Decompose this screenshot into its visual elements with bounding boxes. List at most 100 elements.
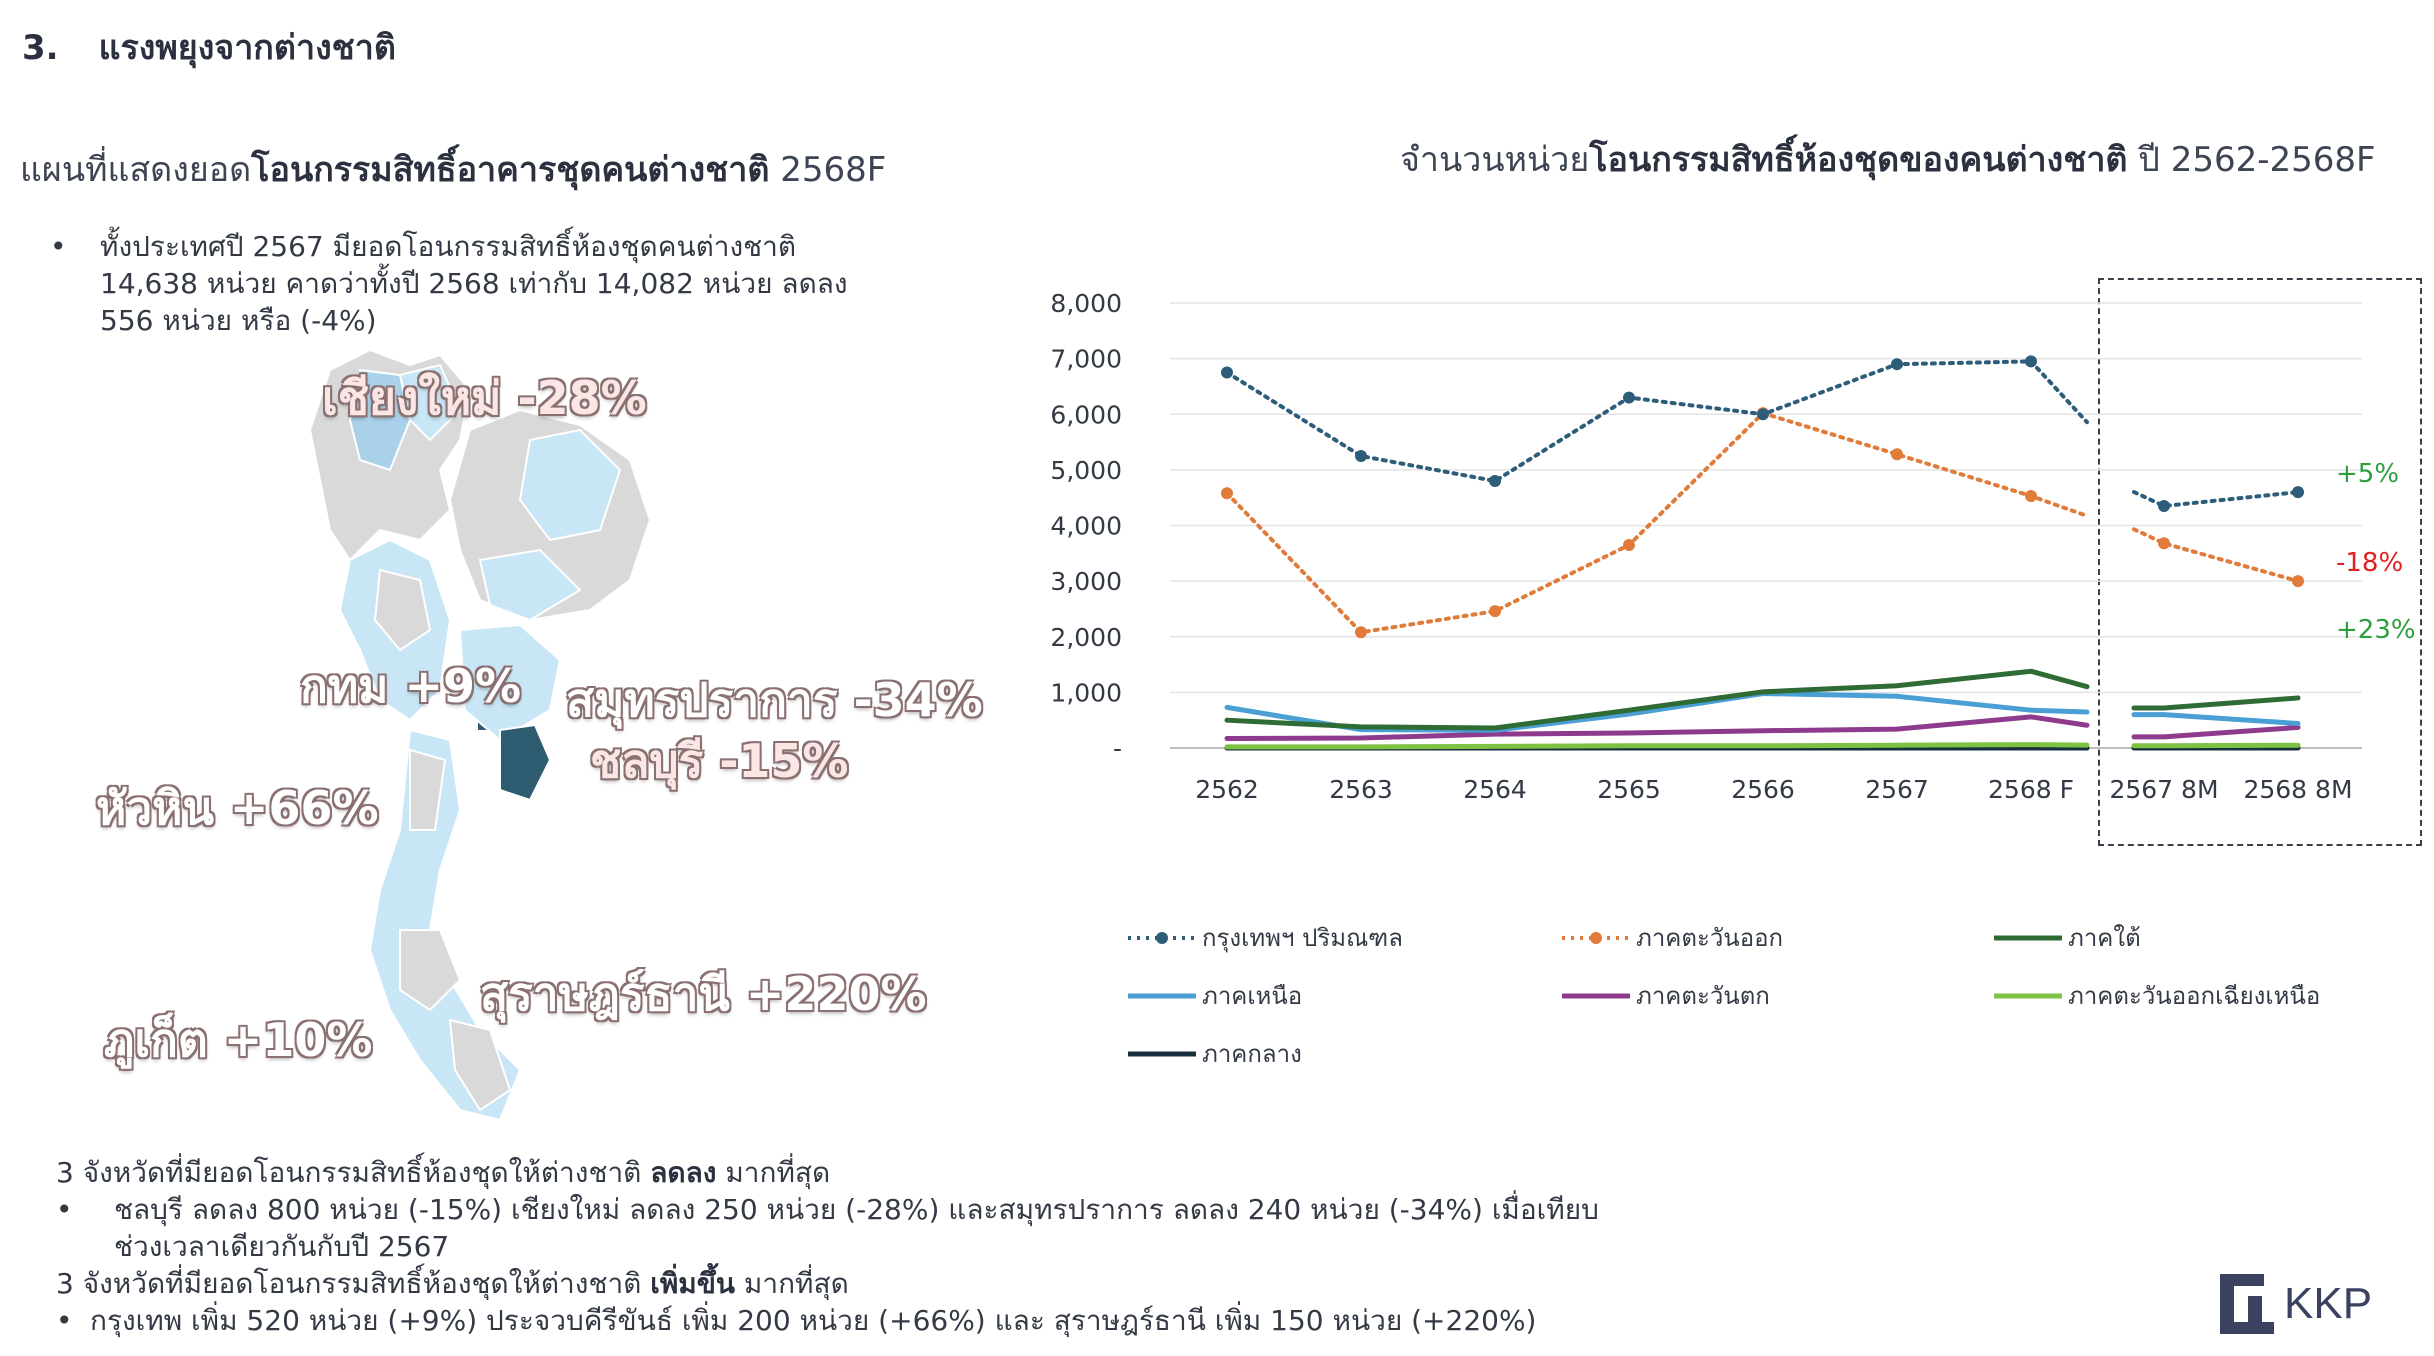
legend-swatch [1994, 935, 2062, 940]
summary-bullet: • ทั้งประเทศปี 2567 มียอดโอนกรรมสิทธิ์ห้… [50, 228, 950, 339]
section-number: 3. [22, 28, 59, 68]
legend-item: ภาคตะวันออก [1560, 918, 1783, 957]
x-tick-label: 2563 [1329, 775, 1393, 804]
series-line-inset [2132, 490, 2300, 509]
change-annotation: -18% [2336, 548, 2403, 578]
data-point [1891, 358, 1903, 371]
map-north-region [308, 348, 472, 562]
legend-swatch [1128, 993, 1196, 998]
data-point [2292, 575, 2304, 588]
data-point [1757, 408, 1769, 421]
change-annotation: +23% [2336, 615, 2416, 645]
series-line [1224, 714, 2090, 742]
series-line-inset [2131, 712, 2301, 727]
series-line [1225, 359, 2089, 484]
y-tick-label: - [1113, 734, 1122, 763]
legend-swatch [1128, 931, 1196, 944]
legend-label: ภาคกลาง [1202, 1040, 1302, 1068]
summary-line: 14,638 หน่วย คาดว่าทั้งปี 2568 เท่ากับ 1… [100, 267, 848, 300]
text-segment: 3 จังหวัดที่มียอดโอนกรรมสิทธิ์ห้องชุดให้… [56, 1267, 651, 1300]
y-tick-label: 3,000 [1050, 567, 1122, 596]
x-tick-label: 2565 [1597, 775, 1661, 804]
kkp-logo: KKP [2220, 1274, 2372, 1334]
legend-label: ภาคตะวันออก [1636, 924, 1784, 952]
legend-label: ภาคตะวันออกเฉียงเหนือ [2068, 982, 2321, 1010]
map-title-suffix: 2568F [769, 150, 887, 190]
text-segment: 3 จังหวัดที่มียอดโอนกรรมสิทธิ์ห้องชุดให้… [56, 1156, 651, 1189]
legend-label: กรุงเทพฯ ปริมณฑล [1202, 924, 1403, 952]
data-point [1355, 449, 1367, 462]
legend-item: ภาคใต้ [1992, 918, 2141, 957]
map-northeast-region [448, 408, 652, 622]
text-segment: ชลบุรี ลดลง 800 หน่วย (-15%) เชียงใหม่ ล… [114, 1193, 1599, 1226]
line-chart: 8,000 7,000 6,000 5,000 4,000 3,000 2,000 1,000… [1050, 289, 2416, 804]
text-bold-increase: เพิ่มขึ้น [650, 1267, 736, 1300]
x-tick-label: 2568 F [1988, 775, 2074, 804]
x-tick-label: 2564 [1463, 775, 1527, 804]
legend-item: ภาคกลาง [1126, 1034, 1302, 1073]
series-line [1225, 410, 2089, 635]
text-segment: ช่วงเวลาเดียวกันกับปี 2567 [114, 1230, 450, 1263]
label-bangkok: กทม +9% [300, 659, 522, 713]
x-tick-label: 2567 [1865, 775, 1929, 804]
bullet-mark: • [56, 1304, 73, 1337]
inset-highlight-box [2098, 278, 2422, 846]
label-samut-prakan: สมุทรปราการ -34% [566, 673, 983, 727]
label-chonburi: ชลบุรี -15% [590, 734, 849, 788]
legend-swatch [1994, 993, 2062, 998]
text-segment: มากที่สุด [716, 1156, 831, 1189]
x-tick-label: 2566 [1731, 775, 1795, 804]
legend-item: ภาคตะวันตก [1560, 976, 1770, 1015]
section-title: 3. แรงพยุงจากต่างชาติ [22, 20, 396, 74]
map-title-prefix: แผนที่แสดงยอด [20, 150, 252, 190]
data-point [1221, 366, 1233, 379]
bottom-increase-detail: • กรุงเทพ เพิ่ม 520 หน่วย (+9%) ประจวบคีร… [56, 1302, 1956, 1339]
data-point [1891, 448, 1903, 461]
bottom-decrease-detail-cont: ช่วงเวลาเดียวกันกับปี 2567 [56, 1228, 1956, 1265]
series-line-inset [2131, 742, 2301, 749]
map-title-bold: โอนกรรมสิทธิ์อาคารชุดคนต่างชาติ [251, 150, 770, 190]
summary-line: ทั้งประเทศปี 2567 มียอดโอนกรรมสิทธิ์ห้อง… [100, 230, 797, 263]
series-line-inset [2131, 724, 2301, 740]
data-point [1489, 475, 1501, 487]
map-south-region [368, 728, 522, 1122]
text-bold-decrease: ลดลง [650, 1156, 717, 1189]
legend-swatch [1128, 1051, 1196, 1056]
bottom-decrease-detail: • ชลบุรี ลดลง 800 หน่วย (-15%) เชียงใหม่ … [56, 1191, 1956, 1228]
label-chiang-mai: เชียงใหม่ -28% [322, 371, 647, 425]
label-hua-hin: หัวหิน +66% [96, 781, 379, 835]
data-point [2158, 500, 2170, 513]
map-east-region [458, 623, 562, 802]
label-surat-thani: สุราษฎร์ธานี +220% [480, 967, 927, 1021]
legend-item: ภาคเหนือ [1126, 976, 1302, 1015]
y-tick-label: 6,000 [1050, 400, 1122, 429]
legend-label: ภาคใต้ [2068, 924, 2141, 952]
data-point [2292, 486, 2304, 499]
legend-label: ภาคเหนือ [1202, 982, 1303, 1010]
map-title: แผนที่แสดงยอดโอนกรรมสิทธิ์อาคารชุดคนต่าง… [20, 142, 886, 196]
legend-swatch [1562, 931, 1630, 944]
y-tick-label: 5,000 [1050, 456, 1122, 485]
series-line-inset [2131, 695, 2301, 711]
data-point [2025, 355, 2037, 368]
data-point [2025, 490, 2037, 503]
chart-title-prefix: จำนวนหน่วย [1400, 140, 1590, 180]
y-tick-label: 4,000 [1050, 512, 1122, 541]
label-phuket: ภูเก็ต +10% [104, 1013, 373, 1067]
bottom-heading-increase: 3 จังหวัดที่มียอดโอนกรรมสิทธิ์ห้องชุดให้… [56, 1265, 1956, 1302]
data-point [1623, 391, 1635, 404]
y-tick-label: 7,000 [1050, 345, 1122, 374]
section-heading: แรงพยุงจากต่างชาติ [98, 28, 396, 68]
chart-title-suffix: ปี 2562-2568F [2127, 140, 2376, 180]
data-point [1623, 538, 1635, 551]
legend-swatch [1562, 993, 1630, 998]
y-tick-label: 2,000 [1050, 623, 1122, 652]
series-line-inset [2132, 527, 2300, 584]
series-line [1224, 668, 2090, 731]
legend-label: ภาคตะวันตก [1636, 982, 1770, 1010]
change-annotation: +5% [2336, 459, 2399, 489]
series-line [1224, 742, 2090, 750]
chonburi-highlight [499, 723, 552, 802]
data-point [1355, 626, 1367, 639]
x-tick-label: 2562 [1195, 775, 1259, 804]
